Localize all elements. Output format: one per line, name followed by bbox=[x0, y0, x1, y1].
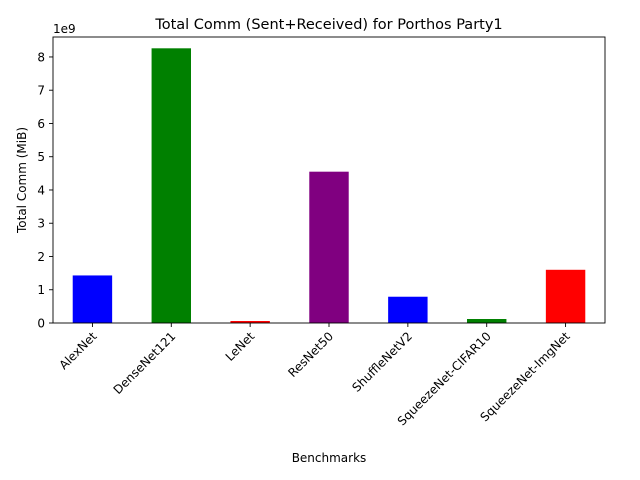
x-tick-label: AlexNet bbox=[56, 329, 99, 372]
y-tick-label: 2 bbox=[37, 250, 45, 264]
y-tick-label: 6 bbox=[37, 117, 45, 131]
y-tick-label: 0 bbox=[37, 317, 45, 331]
y-tick-label: 4 bbox=[37, 183, 45, 197]
y-tick-label: 1 bbox=[37, 283, 45, 297]
x-tick-label: ResNet50 bbox=[285, 329, 336, 380]
x-tick-label: SqueezeNet-ImgNet bbox=[478, 329, 573, 424]
bar-lenet bbox=[230, 321, 270, 323]
bar-alexnet bbox=[72, 275, 113, 323]
y-axis-label: Total Comm (MiB) bbox=[15, 127, 29, 234]
bar-shufflenetv2 bbox=[388, 296, 428, 323]
y-axis-offset-label: 1e9 bbox=[53, 22, 76, 36]
y-tick-label: 5 bbox=[37, 150, 45, 164]
x-tick-label: DenseNet121 bbox=[111, 329, 179, 397]
bar-squeezenet-cifar10 bbox=[467, 319, 507, 323]
plot-area: 0 1 2 3 4 5 6 7 8 AlexNet DenseNet121 LeNet ResNet50… bbox=[37, 36, 606, 428]
y-tick-label: 7 bbox=[37, 84, 45, 98]
x-tick-label: LeNet bbox=[223, 329, 258, 364]
chart-title: Total Comm (Sent+Received) for Porthos P… bbox=[154, 17, 502, 33]
x-axis-label: Benchmarks bbox=[292, 451, 367, 465]
bar-resnet50 bbox=[309, 171, 349, 323]
y-tick-label: 8 bbox=[37, 50, 45, 64]
y-tick-label: 3 bbox=[37, 217, 45, 231]
x-tick-label: ShuffleNetV2 bbox=[349, 329, 415, 395]
bar-densenet121 bbox=[151, 48, 191, 323]
bar-squeezenet-imgnet bbox=[545, 269, 586, 323]
